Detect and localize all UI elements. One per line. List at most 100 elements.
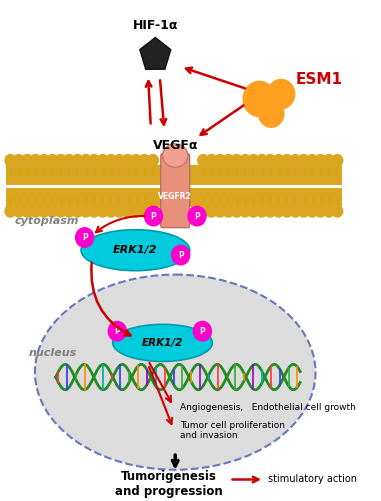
Circle shape <box>106 155 117 166</box>
Circle shape <box>198 205 209 217</box>
Circle shape <box>22 205 33 217</box>
Text: ERK1/2: ERK1/2 <box>142 338 183 348</box>
Circle shape <box>64 205 75 217</box>
Circle shape <box>72 155 83 166</box>
Circle shape <box>30 155 41 166</box>
Circle shape <box>298 205 309 217</box>
Circle shape <box>290 155 301 166</box>
Circle shape <box>122 205 133 217</box>
Circle shape <box>267 80 295 109</box>
Text: Tumor cell proliferation
and invasion: Tumor cell proliferation and invasion <box>180 421 285 440</box>
Circle shape <box>147 205 158 217</box>
Circle shape <box>55 205 66 217</box>
Circle shape <box>259 100 284 127</box>
Circle shape <box>76 228 94 247</box>
Circle shape <box>30 205 41 217</box>
Text: P: P <box>178 250 184 260</box>
Polygon shape <box>140 38 171 69</box>
Text: VEGFα: VEGFα <box>152 139 198 152</box>
Circle shape <box>240 155 251 166</box>
Circle shape <box>64 155 75 166</box>
Text: VEGFR2: VEGFR2 <box>158 192 192 201</box>
Circle shape <box>47 205 58 217</box>
Text: ESM1: ESM1 <box>296 72 343 87</box>
Text: P: P <box>194 211 200 220</box>
Circle shape <box>198 155 209 166</box>
Circle shape <box>223 155 234 166</box>
Circle shape <box>47 155 58 166</box>
Text: HIF-1α: HIF-1α <box>133 19 178 32</box>
Circle shape <box>307 205 318 217</box>
Circle shape <box>13 205 24 217</box>
Bar <box>6 165 342 185</box>
Circle shape <box>290 205 301 217</box>
Circle shape <box>80 205 91 217</box>
Circle shape <box>215 155 226 166</box>
Circle shape <box>188 206 206 226</box>
Circle shape <box>114 205 125 217</box>
Circle shape <box>256 205 267 217</box>
Text: ERK1/2: ERK1/2 <box>113 245 158 255</box>
Circle shape <box>5 155 16 166</box>
Ellipse shape <box>113 324 212 361</box>
Circle shape <box>323 155 335 166</box>
Circle shape <box>223 205 234 217</box>
Circle shape <box>5 205 16 217</box>
Circle shape <box>22 155 33 166</box>
Circle shape <box>147 155 158 166</box>
Text: Angiogenesis,   Endothelial cell growth: Angiogenesis, Endothelial cell growth <box>180 403 355 412</box>
Circle shape <box>114 155 125 166</box>
Circle shape <box>97 155 108 166</box>
Ellipse shape <box>35 275 315 470</box>
Circle shape <box>171 245 190 265</box>
Circle shape <box>240 205 251 217</box>
Text: nucleus: nucleus <box>29 348 77 358</box>
Circle shape <box>89 155 100 166</box>
Circle shape <box>265 205 276 217</box>
Text: P: P <box>150 211 156 220</box>
Circle shape <box>231 205 242 217</box>
Circle shape <box>131 155 142 166</box>
FancyBboxPatch shape <box>161 154 190 228</box>
Circle shape <box>206 205 217 217</box>
Circle shape <box>273 155 284 166</box>
Circle shape <box>38 155 50 166</box>
Circle shape <box>243 81 276 117</box>
Circle shape <box>231 155 242 166</box>
Circle shape <box>55 155 66 166</box>
Circle shape <box>256 155 267 166</box>
Circle shape <box>193 322 211 341</box>
Circle shape <box>248 205 259 217</box>
Circle shape <box>315 205 326 217</box>
Circle shape <box>332 205 343 217</box>
Circle shape <box>97 205 108 217</box>
Text: Tumorigenesis
and progression: Tumorigenesis and progression <box>115 470 223 498</box>
Circle shape <box>38 205 50 217</box>
Circle shape <box>131 205 142 217</box>
Circle shape <box>89 205 100 217</box>
Circle shape <box>265 155 276 166</box>
Circle shape <box>106 205 117 217</box>
Ellipse shape <box>163 144 188 167</box>
Circle shape <box>315 155 326 166</box>
Circle shape <box>80 155 91 166</box>
Circle shape <box>282 155 293 166</box>
Circle shape <box>72 205 83 217</box>
Circle shape <box>307 155 318 166</box>
Circle shape <box>144 206 163 226</box>
Circle shape <box>332 155 343 166</box>
Circle shape <box>139 205 150 217</box>
Circle shape <box>206 155 217 166</box>
Text: P: P <box>200 327 205 336</box>
Bar <box>6 188 342 207</box>
Text: P: P <box>82 233 88 242</box>
Circle shape <box>215 205 226 217</box>
Text: P: P <box>114 327 120 336</box>
Circle shape <box>273 205 284 217</box>
Circle shape <box>282 205 293 217</box>
Circle shape <box>248 155 259 166</box>
Circle shape <box>13 155 24 166</box>
Circle shape <box>139 155 150 166</box>
Circle shape <box>122 155 133 166</box>
Circle shape <box>298 155 309 166</box>
